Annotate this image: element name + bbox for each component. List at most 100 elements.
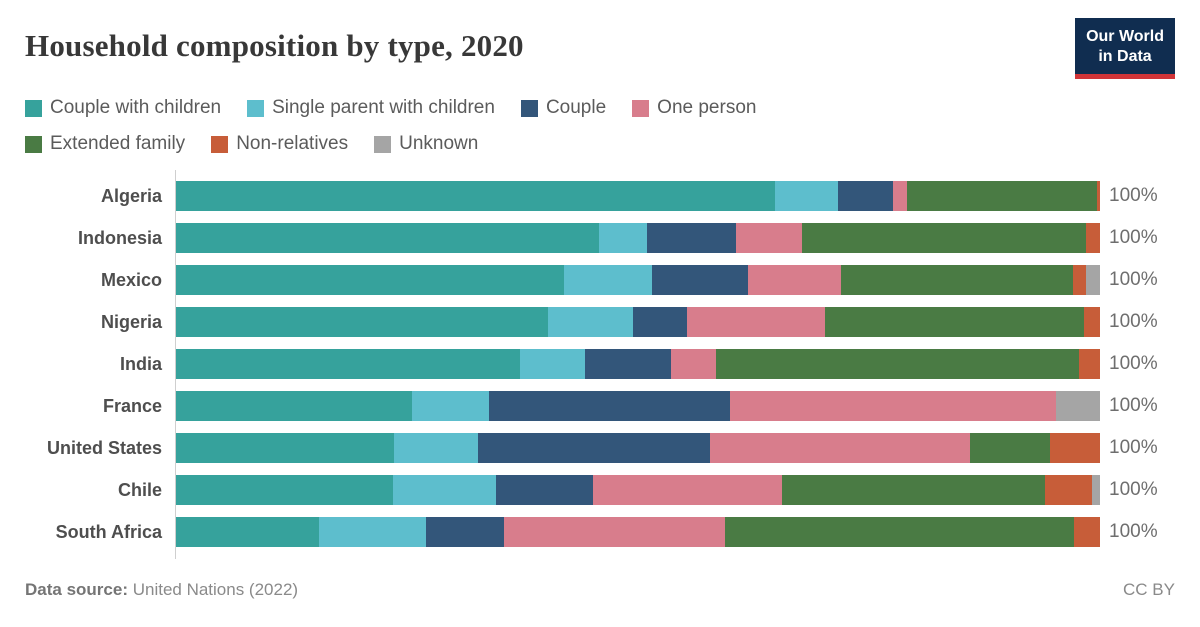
bar-segment-one-person[interactable] (729, 391, 1056, 421)
bar-segment-couple[interactable] (632, 307, 687, 337)
bar-total-label: 100% (1109, 227, 1158, 248)
bar-segment-extended-family[interactable] (825, 307, 1085, 337)
bar-segment-couple[interactable] (838, 181, 893, 211)
bar-segment-unknown[interactable] (1086, 265, 1100, 295)
country-label: Nigeria (100, 311, 162, 332)
bar-segment-couple-with-children[interactable] (175, 181, 776, 211)
bar-segment-one-person[interactable] (593, 475, 782, 505)
legend-item-extended-family[interactable]: Extended family (25, 133, 185, 155)
stacked-bar (175, 181, 1100, 211)
bar-segment-unknown[interactable] (1091, 475, 1100, 505)
legend-item-couple-with-children[interactable]: Couple with children (25, 97, 221, 119)
owid-logo-line1: Our World (1086, 28, 1164, 45)
bar-segment-single-parent-with-children[interactable] (775, 181, 839, 211)
bar-segment-couple[interactable] (489, 391, 730, 421)
data-source-value: United Nations (2022) (127, 580, 299, 599)
bar-segment-extended-family[interactable] (716, 349, 1079, 379)
header: Household composition by type, 2020 Our … (25, 18, 1175, 79)
bar-segment-couple-with-children[interactable] (175, 349, 521, 379)
bar-segment-couple-with-children[interactable] (175, 517, 320, 547)
bar-segment-extended-family[interactable] (840, 265, 1074, 295)
bar-segment-unknown[interactable] (1055, 391, 1100, 421)
bar-segment-single-parent-with-children[interactable] (564, 265, 653, 295)
country-label: Chile (117, 479, 162, 500)
bar-segment-couple-with-children[interactable] (175, 265, 565, 295)
bar-segment-one-person[interactable] (670, 349, 717, 379)
legend: Couple with children Single parent with c… (25, 97, 985, 155)
stacked-bar (175, 349, 1100, 379)
data-source-note: Data source: United Nations (2022) (25, 580, 298, 600)
stacked-bar (175, 517, 1100, 547)
bar-segment-non-relatives[interactable] (1078, 349, 1100, 379)
license-link[interactable]: CC BY (1123, 580, 1175, 599)
legend-label: Couple with children (50, 97, 222, 118)
legend-label: Couple (545, 97, 607, 118)
bar-row-indonesia: Indonesia 100% (25, 217, 1175, 259)
legend-swatch-icon (25, 99, 42, 117)
legend-item-couple[interactable]: Couple (520, 97, 607, 119)
bar-segment-extended-family[interactable] (725, 517, 1075, 547)
bar-segment-couple-with-children[interactable] (175, 391, 412, 421)
legend-item-one-person[interactable]: One person (632, 97, 756, 119)
country-label: South Africa (55, 521, 162, 542)
bar-segment-non-relatives[interactable] (1050, 433, 1100, 463)
owid-logo[interactable]: Our World in Data (1075, 18, 1175, 79)
stacked-bar (175, 433, 1100, 463)
bar-segment-one-person[interactable] (736, 223, 803, 253)
bar-segment-one-person[interactable] (709, 433, 971, 463)
bar-segment-couple-with-children[interactable] (175, 475, 394, 505)
bar-segment-couple[interactable] (584, 349, 671, 379)
legend-swatch-icon (632, 99, 650, 117)
data-source-label: Data source: (25, 580, 128, 599)
bar-segment-couple-with-children[interactable] (175, 223, 599, 253)
bar-segment-couple[interactable] (478, 433, 710, 463)
bar-segment-single-parent-with-children[interactable] (394, 433, 479, 463)
legend-swatch-icon (247, 99, 265, 117)
country-label: United States (46, 437, 162, 458)
y-axis-line (175, 170, 176, 559)
legend-item-non-relatives[interactable]: Non-relatives (211, 133, 348, 155)
bar-row-united-states: United States 100% (25, 427, 1175, 469)
bar-segment-non-relatives[interactable] (1097, 181, 1100, 211)
bar-segment-one-person[interactable] (748, 265, 841, 295)
bar-segment-single-parent-with-children[interactable] (547, 307, 633, 337)
bar-segment-couple[interactable] (425, 517, 505, 547)
bar-segment-couple[interactable] (652, 265, 749, 295)
country-label: Algeria (100, 185, 162, 206)
bar-segment-extended-family[interactable] (906, 181, 1098, 211)
legend-swatch-icon (520, 99, 538, 117)
bar-segment-single-parent-with-children[interactable] (411, 391, 490, 421)
bar-segment-extended-family[interactable] (970, 433, 1051, 463)
legend-item-single-parent-with-children[interactable]: Single parent with children (247, 97, 495, 119)
bar-row-mexico: Mexico 100% (25, 259, 1175, 301)
bar-total-label: 100% (1109, 311, 1158, 332)
chart-title: Household composition by type, 2020 (25, 28, 524, 63)
bar-segment-non-relatives[interactable] (1073, 265, 1087, 295)
bar-total-label: 100% (1109, 437, 1158, 458)
bar-segment-extended-family[interactable] (802, 223, 1087, 253)
country-label: France (102, 395, 162, 416)
legend-label: Extended family (50, 133, 186, 154)
bar-segment-single-parent-with-children[interactable] (520, 349, 585, 379)
bar-segment-single-parent-with-children[interactable] (598, 223, 647, 253)
stacked-bar (175, 223, 1100, 253)
legend-item-unknown[interactable]: Unknown (374, 133, 478, 155)
bar-segment-one-person[interactable] (504, 517, 726, 547)
bar-segment-couple[interactable] (495, 475, 594, 505)
bar-segment-couple[interactable] (646, 223, 737, 253)
bar-segment-non-relatives[interactable] (1074, 517, 1100, 547)
bar-segment-single-parent-with-children[interactable] (319, 517, 426, 547)
bar-segment-non-relatives[interactable] (1086, 223, 1100, 253)
bar-segment-non-relatives[interactable] (1084, 307, 1100, 337)
bar-segment-couple-with-children[interactable] (175, 433, 395, 463)
bar-segment-one-person[interactable] (892, 181, 907, 211)
bar-segment-extended-family[interactable] (781, 475, 1046, 505)
bar-segment-single-parent-with-children[interactable] (393, 475, 496, 505)
bar-segment-couple-with-children[interactable] (175, 307, 548, 337)
stacked-bar (175, 265, 1100, 295)
stacked-bar (175, 475, 1100, 505)
bar-segment-non-relatives[interactable] (1045, 475, 1092, 505)
bar-segment-one-person[interactable] (686, 307, 826, 337)
bar-row-chile: Chile 100% (25, 469, 1175, 511)
stacked-bar-chart: Algeria 100% Indonesia 100% Mexico 100% Nigeri… (25, 170, 1175, 559)
